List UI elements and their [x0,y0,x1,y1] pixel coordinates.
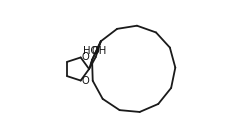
Text: O: O [82,76,89,86]
Text: O: O [82,52,89,62]
Text: HO: HO [83,46,98,56]
Text: OH: OH [91,46,107,56]
